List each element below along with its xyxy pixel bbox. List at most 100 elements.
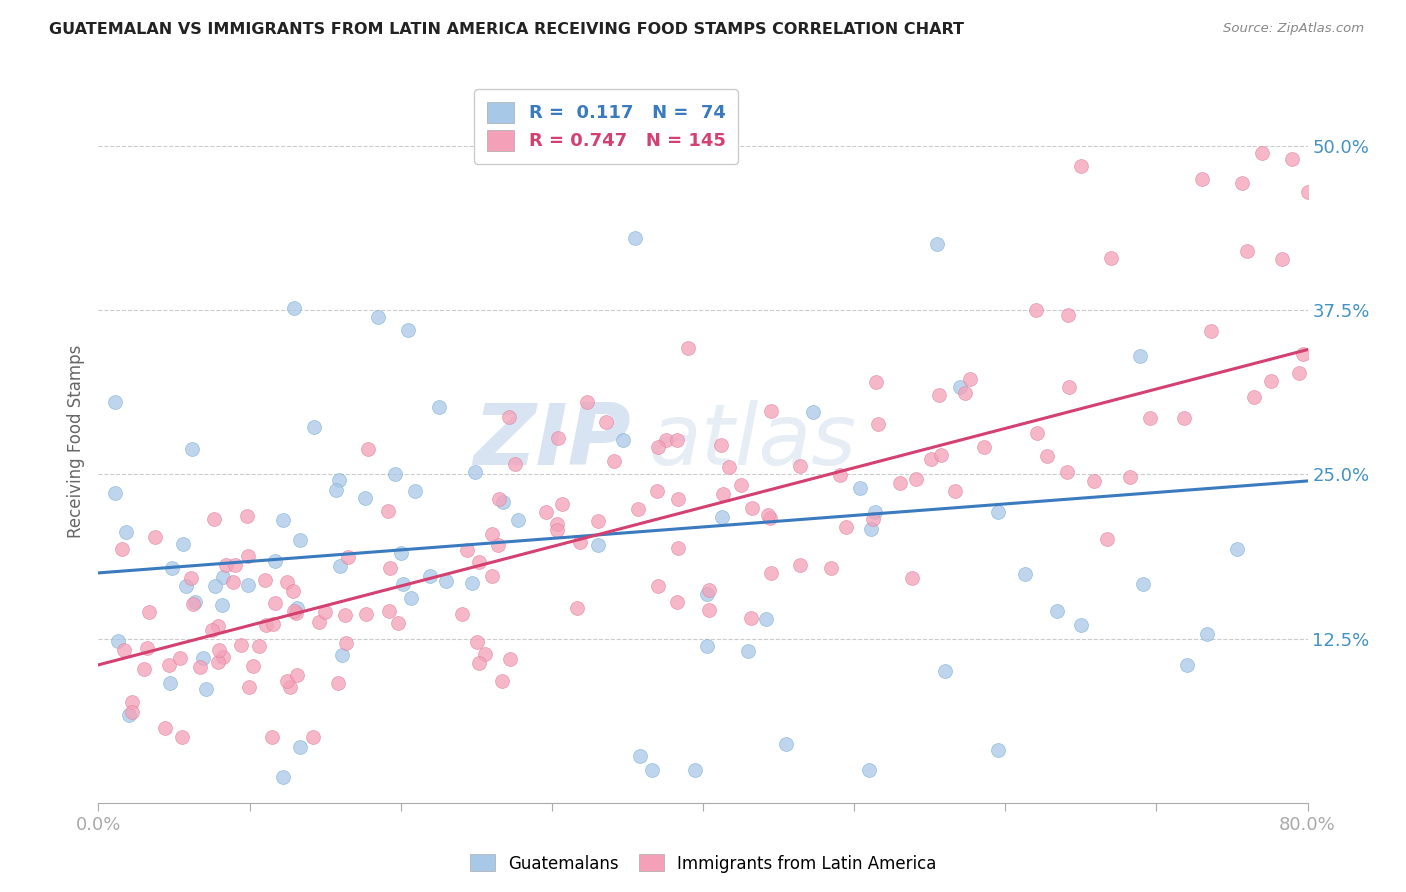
Point — [121, 705, 143, 719]
Point — [1139, 411, 1161, 425]
Point — [1026, 425, 1049, 440]
Point — [498, 652, 520, 666]
Point — [354, 607, 377, 621]
Point — [920, 451, 942, 466]
Point — [1173, 411, 1195, 425]
Point — [1236, 244, 1258, 258]
Point — [1119, 470, 1142, 484]
Point — [860, 522, 883, 536]
Point — [238, 681, 260, 695]
Point — [492, 495, 515, 509]
Point — [755, 612, 778, 626]
Point — [404, 484, 426, 499]
Point — [271, 513, 294, 527]
Point — [737, 644, 759, 658]
Point — [491, 674, 513, 689]
Point — [568, 535, 591, 549]
Point — [697, 603, 720, 617]
Point — [759, 511, 782, 525]
Point — [121, 695, 143, 709]
Point — [730, 477, 752, 491]
Point — [132, 662, 155, 676]
Point — [396, 323, 419, 337]
Point — [506, 513, 529, 527]
Point — [169, 651, 191, 665]
Point — [136, 641, 159, 656]
Point — [181, 597, 204, 611]
Point — [628, 748, 651, 763]
Point — [1201, 325, 1223, 339]
Point — [387, 616, 409, 631]
Point — [465, 634, 488, 648]
Point — [1243, 390, 1265, 404]
Point — [481, 569, 503, 583]
Point — [157, 657, 180, 672]
Point — [304, 419, 326, 434]
Point — [337, 549, 360, 564]
Point — [1095, 532, 1118, 546]
Point — [1070, 159, 1092, 173]
Point — [170, 730, 193, 744]
Point — [464, 465, 486, 479]
Point — [612, 433, 634, 447]
Point — [195, 682, 218, 697]
Point — [159, 676, 181, 690]
Point — [711, 486, 734, 500]
Point — [547, 431, 569, 445]
Point — [862, 512, 884, 526]
Point — [1056, 465, 1078, 479]
Point — [1070, 618, 1092, 632]
Point — [1099, 251, 1122, 265]
Point — [1175, 657, 1198, 672]
Point — [645, 483, 668, 498]
Point — [697, 583, 720, 598]
Point — [943, 483, 966, 498]
Point — [254, 618, 277, 632]
Point — [254, 573, 277, 587]
Point — [1230, 177, 1253, 191]
Point — [326, 675, 349, 690]
Point — [314, 605, 336, 619]
Point — [901, 571, 924, 585]
Point — [929, 448, 952, 462]
Point — [335, 636, 357, 650]
Point — [830, 468, 852, 483]
Point — [204, 579, 226, 593]
Point — [973, 440, 995, 454]
Point — [377, 504, 399, 518]
Point — [1129, 349, 1152, 363]
Point — [107, 634, 129, 648]
Point — [775, 737, 797, 751]
Point — [302, 730, 325, 744]
Point — [546, 516, 568, 531]
Point — [1083, 474, 1105, 488]
Point — [468, 657, 491, 671]
Point — [384, 467, 406, 481]
Point — [287, 667, 309, 681]
Point — [586, 538, 609, 552]
Point — [224, 558, 246, 573]
Point — [641, 763, 664, 777]
Point — [180, 571, 202, 585]
Point — [740, 611, 762, 625]
Point — [505, 457, 527, 471]
Point — [115, 525, 138, 540]
Point — [647, 579, 669, 593]
Point — [959, 372, 981, 386]
Point — [208, 642, 231, 657]
Point — [427, 401, 450, 415]
Point — [180, 442, 202, 456]
Point — [486, 538, 509, 552]
Point — [761, 404, 783, 418]
Point — [285, 607, 308, 621]
Point — [104, 486, 127, 500]
Point — [934, 665, 956, 679]
Point — [551, 497, 574, 511]
Point — [278, 680, 301, 694]
Point — [1251, 145, 1274, 160]
Point — [143, 530, 166, 544]
Point — [602, 454, 624, 468]
Point — [789, 459, 811, 474]
Point — [1281, 152, 1303, 166]
Point — [654, 433, 676, 447]
